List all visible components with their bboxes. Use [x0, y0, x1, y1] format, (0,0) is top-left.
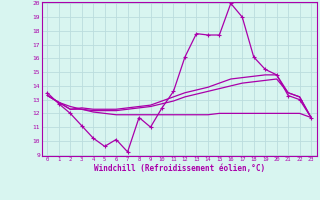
- X-axis label: Windchill (Refroidissement éolien,°C): Windchill (Refroidissement éolien,°C): [94, 164, 265, 173]
